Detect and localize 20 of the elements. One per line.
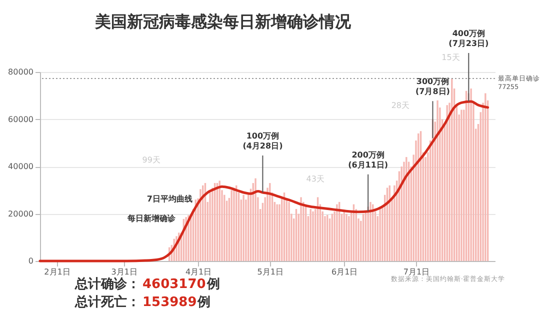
- x-tick-label: 2月1日: [44, 268, 70, 276]
- x-tick-label: 4月1日: [185, 268, 212, 276]
- x-tick-label: 7月1日: [403, 268, 430, 276]
- ref-line-label: 300万例 (7月8日): [416, 77, 450, 96]
- ref-line-label: 100万例 (4月28日): [242, 131, 283, 150]
- text: 总计确诊：4603170例: [74, 276, 220, 292]
- x-tick-label: 3月1日: [111, 268, 138, 276]
- ref-line-label: 200万例 (6月11日): [348, 150, 388, 170]
- y-tick-label: 20000: [8, 209, 34, 218]
- x-tick-label: 5月1日: [257, 268, 284, 276]
- ref-line-label: 400万例 (7月23日): [448, 29, 489, 48]
- text: 总计死亡：153989例: [74, 294, 211, 310]
- y-tick-label: 80000: [8, 68, 34, 76]
- y-tick-label: 60000: [8, 114, 34, 124]
- series-label: 7日平均曲线: [146, 194, 192, 204]
- chart-title: 美国新冠病毒感染每日新增确诊情况: [94, 12, 352, 31]
- series-label: 每日新增确诊: [126, 212, 177, 223]
- y-tick-label: 40000: [8, 162, 34, 171]
- x-tick-label: 6月1日: [332, 268, 358, 276]
- y-tick-label: 0: [28, 256, 34, 266]
